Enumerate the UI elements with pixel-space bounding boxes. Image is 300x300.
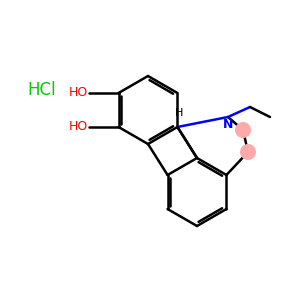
Text: HO: HO [68,86,88,100]
Text: HCl: HCl [28,81,56,99]
Circle shape [235,122,251,138]
Text: H: H [175,108,184,118]
Circle shape [240,144,256,160]
Text: HO: HO [68,121,88,134]
Text: N: N [223,118,233,131]
